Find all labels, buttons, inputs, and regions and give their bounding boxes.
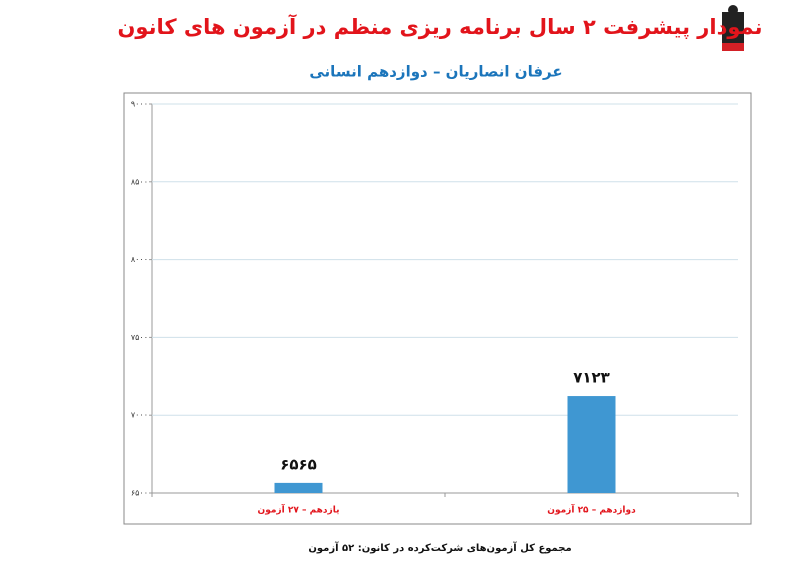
y-tick-label: ۷۰۰۰ bbox=[131, 411, 148, 420]
y-tick-label: ۸۰۰۰ bbox=[131, 255, 148, 264]
logo bbox=[722, 5, 744, 51]
plot-frame bbox=[123, 92, 752, 525]
footnote: مجموع کل آزمون‌های شرکت‌کرده در کانون: ۵… bbox=[308, 541, 571, 554]
x-tick-label: دوازدهم – ۲۵ آزمون bbox=[547, 504, 636, 516]
chart-title: نمودار پیشرفت ۲ سال برنامه ریزی منظم در … bbox=[117, 14, 762, 39]
x-tick-label: یازدهم – ۲۷ آزمون bbox=[258, 504, 340, 516]
data-label: ۶۵۶۵ bbox=[280, 455, 317, 473]
bar bbox=[274, 482, 323, 493]
y-tick-label: ۹۰۰۰ bbox=[131, 100, 148, 109]
y-tick-label: ۶۵۰۰ bbox=[131, 489, 148, 498]
data-label: ۷۱۲۳ bbox=[573, 369, 610, 387]
y-tick-label: ۷۵۰۰ bbox=[131, 333, 148, 342]
chart-subtitle: عرفان انصاریان – دوازدهم انسانی bbox=[309, 63, 562, 81]
bar bbox=[567, 396, 616, 493]
y-tick-label: ۸۵۰۰ bbox=[131, 177, 148, 186]
